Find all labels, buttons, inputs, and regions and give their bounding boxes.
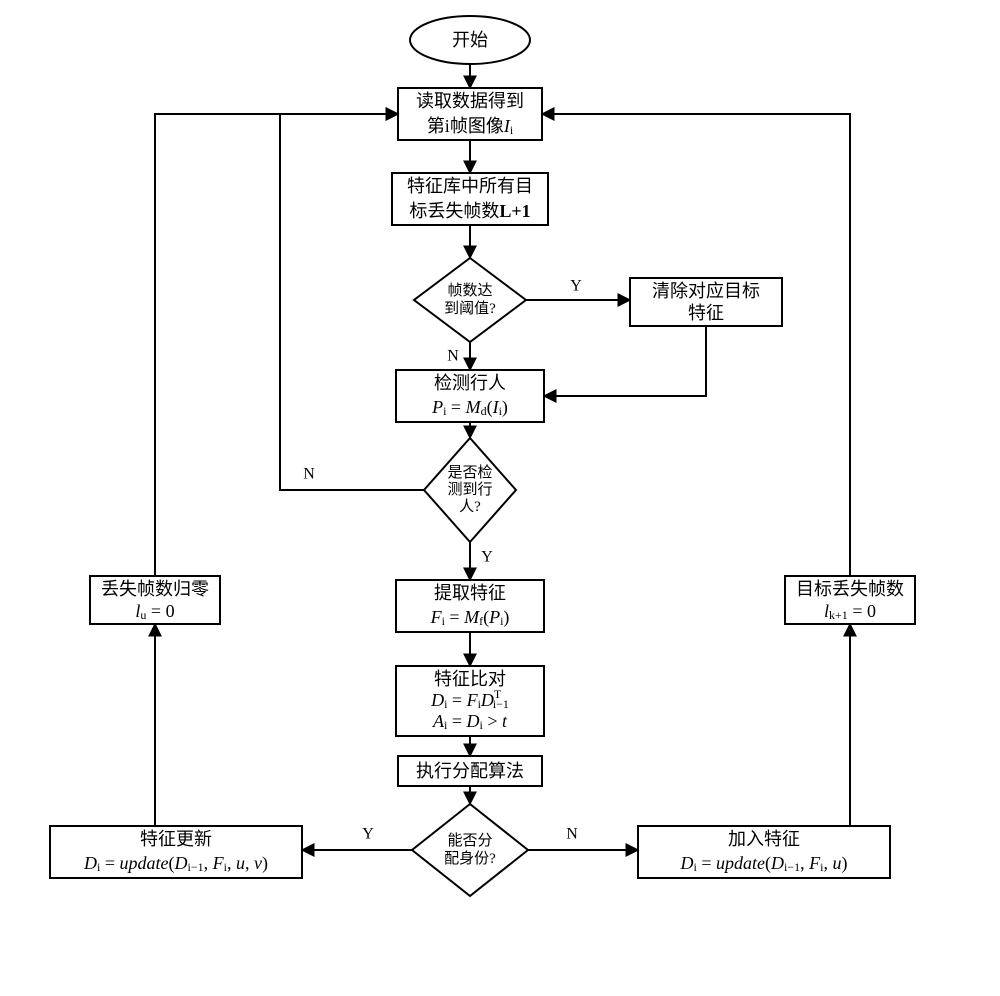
label-can-1: 能否分 bbox=[447, 832, 492, 849]
label-inc-1: 特征库中所有目 bbox=[407, 176, 533, 196]
label-can-2: 配身份? bbox=[444, 850, 496, 867]
label-read-1: 读取数据得到 bbox=[416, 91, 524, 111]
flowchart-canvas: Y N N Y Y N 开始 读取数据得到 第i帧图像Ii 特征库中所有目 标丢… bbox=[0, 0, 1000, 996]
node-can-assign bbox=[412, 804, 528, 896]
edge-zeroleft-read bbox=[155, 114, 398, 576]
label-hp-3: 人? bbox=[459, 498, 481, 515]
edge-zeroright-read bbox=[542, 114, 850, 576]
branch-label-y3: Y bbox=[362, 826, 374, 843]
label-updleft-1: 特征更新 bbox=[140, 829, 212, 849]
label-hp-2: 测到行 bbox=[447, 481, 492, 498]
label-compare-2: Di = FiDTi−1 bbox=[430, 687, 509, 711]
label-detect-2: Pi = Md(Ii) bbox=[431, 397, 508, 418]
edge-hasperson-no bbox=[280, 114, 424, 490]
label-updright-1: 加入特征 bbox=[728, 829, 800, 849]
branch-label-y1: Y bbox=[570, 278, 582, 295]
label-zeroleft-1: 丢失帧数归零 bbox=[101, 579, 209, 599]
label-detect-1: 检测行人 bbox=[434, 373, 506, 393]
label-compare-3: Ai = Di > t bbox=[432, 711, 508, 732]
node-threshold bbox=[414, 258, 526, 342]
branch-label-n3: N bbox=[566, 826, 578, 843]
label-zeroright-1: 目标丢失帧数 bbox=[796, 579, 904, 599]
branch-label-y2: Y bbox=[481, 549, 493, 566]
label-extract-1: 提取特征 bbox=[434, 583, 506, 603]
label-extract-2: Fi = Mf(Pi) bbox=[430, 607, 510, 628]
label-read-2: 第i帧图像Ii bbox=[427, 116, 514, 137]
label-thresh-1: 帧数达 bbox=[447, 282, 492, 299]
label-clear-1: 清除对应目标 bbox=[652, 281, 760, 301]
label-hp-1: 是否检 bbox=[447, 464, 492, 481]
label-updleft-2: Di = update(Di−1, Fi, u, v) bbox=[83, 853, 268, 874]
edge-clear-detect bbox=[544, 326, 706, 396]
label-compare-1: 特征比对 bbox=[434, 669, 506, 689]
branch-label-n2: N bbox=[303, 466, 315, 483]
label-start: 开始 bbox=[452, 30, 488, 50]
label-inc-2: 标丢失帧数L+1 bbox=[409, 201, 530, 221]
label-assign: 执行分配算法 bbox=[416, 761, 524, 781]
branch-label-n1: N bbox=[447, 348, 459, 365]
label-clear-2: 特征 bbox=[688, 303, 724, 323]
label-thresh-2: 到阈值? bbox=[444, 300, 496, 317]
